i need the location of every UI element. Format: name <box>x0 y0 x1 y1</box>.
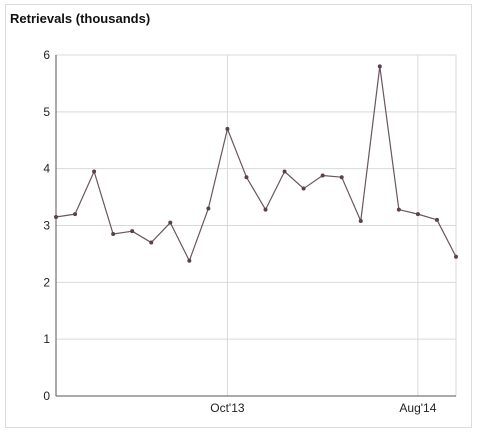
x-tick-label: Aug'14 <box>399 401 436 415</box>
data-point <box>377 64 382 69</box>
data-point <box>434 217 439 222</box>
data-point <box>92 169 97 174</box>
y-tick-label: 6 <box>43 48 50 62</box>
y-tick-label: 0 <box>43 389 50 403</box>
chart-title: Retrievals (thousands) <box>10 11 151 26</box>
data-point <box>168 220 173 225</box>
x-tick-label: Oct'13 <box>210 401 245 415</box>
series-line <box>55 65 457 262</box>
data-point <box>54 214 58 219</box>
y-tick-label: 2 <box>43 275 50 289</box>
data-point <box>454 254 458 259</box>
data-point <box>225 126 230 131</box>
data-point <box>149 240 154 245</box>
data-point <box>206 206 211 211</box>
data-point <box>282 169 287 174</box>
chart-panel <box>5 4 472 428</box>
data-point <box>244 175 249 180</box>
data-point <box>187 258 192 263</box>
data-point <box>73 212 78 217</box>
data-point <box>339 175 344 180</box>
data-point <box>263 207 268 212</box>
data-point <box>320 173 325 178</box>
data-point <box>358 218 363 223</box>
y-tick-label: 5 <box>43 105 50 119</box>
data-point <box>396 207 401 212</box>
y-tick-label: 3 <box>43 219 50 233</box>
data-point <box>301 186 306 191</box>
data-point <box>130 229 135 234</box>
y-tick-label: 1 <box>43 332 50 346</box>
y-tick-label: 4 <box>43 162 50 176</box>
data-point <box>111 232 116 237</box>
data-point <box>415 212 420 217</box>
